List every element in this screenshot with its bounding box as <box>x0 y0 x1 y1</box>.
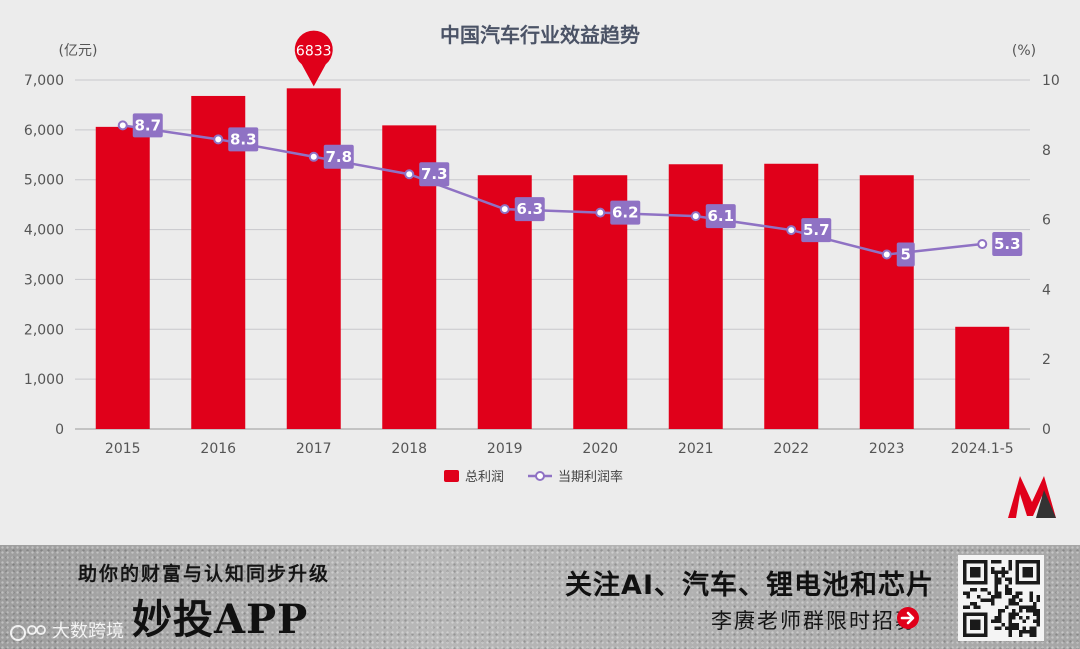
point-margin[interactable] <box>117 120 128 131</box>
point-margin[interactable] <box>213 134 224 145</box>
left-tick-label: 3,000 <box>24 272 64 288</box>
right-axis-unit: (%) <box>1012 43 1036 59</box>
x-tick-label: 2021 <box>678 441 714 457</box>
qr-code[interactable] <box>958 555 1044 641</box>
bar-total-profit[interactable] <box>95 126 150 429</box>
data-label: 6.1 <box>707 207 734 225</box>
data-label: 5.3 <box>994 235 1021 253</box>
left-tick-label: 5,000 <box>24 173 64 189</box>
chart-title: 中国汽车行业效益趋势 <box>440 23 640 47</box>
weibo-logo <box>10 625 46 641</box>
left-tick-label: 0 <box>55 422 64 438</box>
data-label-box <box>228 127 259 152</box>
data-label: 7.8 <box>325 148 352 166</box>
bar-total-profit[interactable] <box>286 88 341 429</box>
right-tick-label: 4 <box>1042 282 1051 298</box>
right-tick-label: 10 <box>1042 73 1060 89</box>
right-tick-label: 0 <box>1042 422 1051 438</box>
x-tick-label: 2020 <box>582 441 618 457</box>
data-label-box <box>323 144 354 169</box>
bar-total-profit[interactable] <box>191 95 246 429</box>
combo-chart: 中国汽车行业效益趋势 (亿元) (%) 0 1,000 2,000 3,000 4,00… <box>24 23 1060 485</box>
left-axis-unit: (亿元) <box>59 43 98 59</box>
max-value-pin <box>294 30 333 87</box>
x-tick-label: 2019 <box>487 441 523 457</box>
data-label: 6.3 <box>516 200 543 218</box>
data-label-box <box>992 232 1023 257</box>
right-tick-label: 2 <box>1042 352 1051 368</box>
data-label: 5 <box>901 246 911 264</box>
left-tick-label: 6,000 <box>24 123 64 139</box>
x-tick-label: 2018 <box>391 441 427 457</box>
watermark-text: 大数跨境 <box>52 621 124 642</box>
data-label-box <box>896 242 915 267</box>
x-tick-label: 2024.1-5 <box>951 441 1014 457</box>
right-tick-label: 8 <box>1042 143 1051 159</box>
data-label-box <box>514 197 545 222</box>
point-margin[interactable] <box>977 239 988 250</box>
point-margin[interactable] <box>595 207 606 218</box>
legend-label-total-profit: 总利润 <box>465 470 504 485</box>
max-value-label: 6833 <box>296 43 332 59</box>
line-margin <box>122 124 983 256</box>
data-label: 8.7 <box>134 116 161 134</box>
chart-area: 中国汽车行业效益趋势 (亿元) (%) 0 1,000 2,000 3,000 4,00… <box>23 23 1060 518</box>
data-label-box <box>705 204 736 229</box>
point-margin[interactable] <box>786 225 797 236</box>
miaotou-m-logo <box>1008 476 1056 518</box>
data-label: 5.7 <box>803 221 830 239</box>
data-label-box <box>610 200 641 225</box>
left-tick-label: 7,000 <box>24 73 64 89</box>
banner-brand[interactable]: 妙投APP <box>132 596 309 643</box>
point-margin[interactable] <box>499 204 510 215</box>
data-label: 8.3 <box>230 130 257 148</box>
x-tick-label: 2015 <box>105 441 141 457</box>
left-tick-label: 4,000 <box>24 223 64 239</box>
bar-total-profit[interactable] <box>859 175 914 429</box>
x-tick-label: 2022 <box>773 441 809 457</box>
banner-headline: 关注AI、汽车、锂电池和芯片 <box>565 570 934 601</box>
point-margin[interactable] <box>881 249 892 260</box>
left-tick-label: 1,000 <box>24 372 64 388</box>
data-label-box <box>419 162 450 187</box>
left-tick-label: 2,000 <box>24 322 64 338</box>
point-margin[interactable] <box>308 151 319 162</box>
legend-label-margin: 当期利润率 <box>558 469 623 485</box>
point-margin[interactable] <box>690 211 701 222</box>
right-tick-label: 6 <box>1042 213 1051 229</box>
banner-slogan: 助你的财富与认知同步升级 <box>78 563 331 585</box>
legend-swatch-marker <box>535 471 545 481</box>
data-label: 7.3 <box>421 165 448 183</box>
arrow-right-circle-icon[interactable] <box>897 607 919 629</box>
watermark: 大数跨境 <box>8 617 124 643</box>
promo-banner: 助你的财富与认知同步升级 妙投APP 大数跨境 关注AI、汽车、锂电池和芯片 李… <box>0 545 1080 649</box>
bar-total-profit[interactable] <box>764 163 819 429</box>
data-label: 6.2 <box>612 204 639 222</box>
x-tick-label: 2016 <box>200 441 236 457</box>
data-label-box <box>132 113 163 138</box>
bar-total-profit[interactable] <box>668 164 723 429</box>
banner-recruit[interactable]: 李赓老师群限时招募 <box>711 609 918 633</box>
legend-swatch-total-profit <box>444 470 459 482</box>
x-tick-label: 2017 <box>296 441 332 457</box>
point-margin[interactable] <box>404 169 415 180</box>
bar-total-profit[interactable] <box>955 326 1010 429</box>
legend: 总利润 当期利润率 <box>444 469 623 485</box>
x-tick-label: 2023 <box>869 441 905 457</box>
data-label-box <box>801 218 832 243</box>
